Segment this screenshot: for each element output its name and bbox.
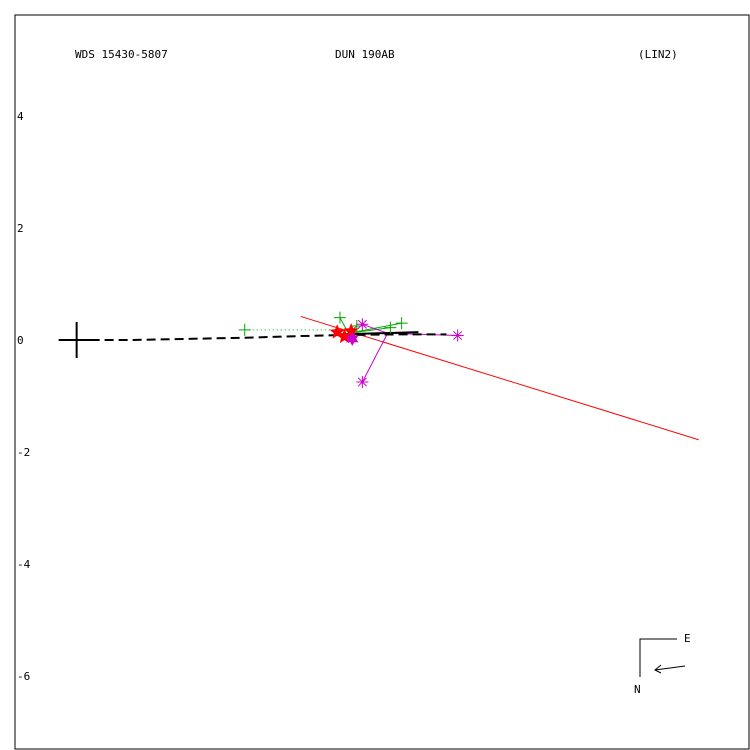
- compass-north-label: N: [634, 683, 641, 696]
- compass-arrow-head: [654, 664, 662, 674]
- title-left: WDS 15430-5807: [75, 48, 168, 61]
- y-tick-label: 2: [17, 222, 24, 235]
- ephemeris-star: [329, 324, 345, 339]
- micrometer-point: [333, 311, 346, 324]
- speckle-residual-line: [361, 333, 389, 383]
- title-right: (LIN2): [638, 48, 678, 61]
- compass: E N: [634, 632, 691, 696]
- ephemeris-star: [336, 328, 353, 344]
- compass-axes: [639, 638, 677, 677]
- compass-east-label: E: [684, 632, 691, 645]
- speckle-residual-line: [362, 323, 388, 334]
- plot-frame: [14, 14, 750, 750]
- plot-marks: [58, 311, 699, 441]
- micrometer-point: [395, 317, 408, 330]
- speckle-star: [346, 331, 359, 346]
- dashed-motion-path: [76, 333, 447, 341]
- speckle-point: [356, 376, 369, 388]
- speckle-point: [451, 329, 464, 342]
- y-tick-label: -4: [17, 558, 31, 571]
- y-tick-label: 4: [17, 110, 24, 123]
- speckle-point: [356, 318, 369, 331]
- y-axis-ticks: 4 2 0 -2 -4 -6: [17, 110, 31, 683]
- y-tick-label: -6: [17, 670, 30, 683]
- micrometer-point: [384, 321, 397, 334]
- ephemeris-star: [343, 323, 359, 338]
- title-center: DUN 190AB: [335, 48, 395, 61]
- compass-motion-arrow: [654, 665, 686, 671]
- micrometer-point: [238, 323, 251, 336]
- orbit-line: [300, 315, 699, 441]
- y-tick-label: -2: [17, 446, 30, 459]
- y-tick-label: 0: [17, 334, 24, 347]
